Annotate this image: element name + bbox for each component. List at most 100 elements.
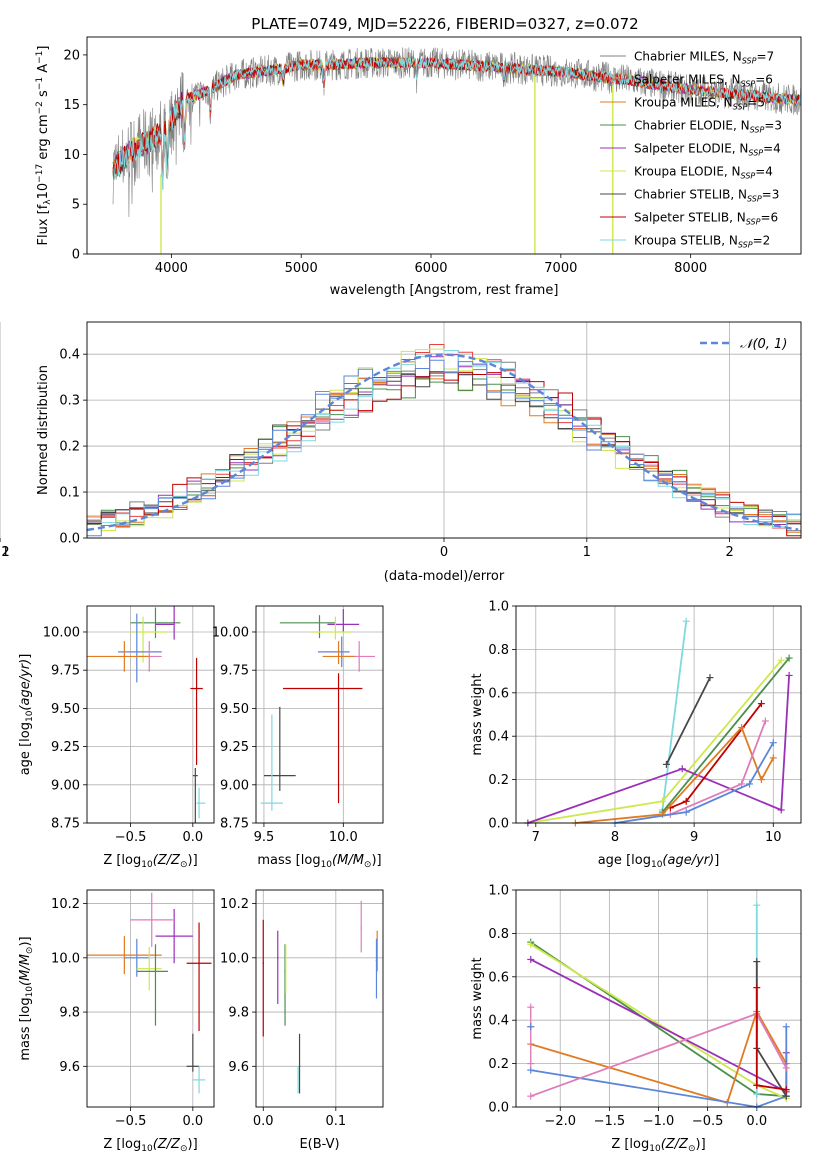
y-tick-label: 10: [63, 148, 80, 163]
x-tick-label: −1.0: [643, 1114, 675, 1129]
y-tick-label: 0.6: [488, 970, 509, 985]
normal-curve: [86, 353, 799, 532]
x-axis-label: E(B-V): [299, 1137, 339, 1152]
x-tick-label: 7000: [544, 261, 577, 276]
axes-frame: [255, 889, 384, 1108]
y-tick-label: 0.4: [59, 348, 80, 363]
mass-weight-vs-age-panel: 7 8 9 10 0.0 0.2 0.4 0.6 0.8 1.0 age [log10(age/yr…: [470, 600, 802, 870]
y-axis-label: age [log10(age/yr)]: [18, 654, 35, 776]
legend-label: Kroupa STELIB, NSSP=2: [634, 234, 770, 250]
axes-frame: [86, 889, 215, 1108]
x-tick-label: 0.0: [746, 1114, 767, 1129]
y-tick-label: 9.8: [228, 1006, 249, 1021]
legend-label: Salpeter STELIB, NSSP=6: [634, 211, 778, 227]
axes-frame: [86, 605, 215, 824]
x-tick-label: −0.5: [692, 1114, 724, 1129]
axes-frame: [515, 605, 802, 824]
spectrum-series-line: [112, 56, 801, 190]
y-tick-label: 15: [63, 98, 80, 113]
y-tick-label: 9.25: [220, 740, 249, 755]
figure-title: PLATE=0749, MJD=52226, FIBERID=0327, z=0…: [251, 15, 638, 33]
y-tick-label: 1.0: [488, 884, 509, 899]
y-tick-label: 8.75: [51, 817, 80, 832]
mass-weight-series-line: [614, 742, 775, 824]
y-tick-label: 0.8: [488, 927, 509, 942]
y-tick-label: 10.2: [51, 897, 80, 912]
spectrum-panel: 4000 5000 6000 7000 8000 0 5 10 15 20 Flux [fλ10−1…: [35, 36, 802, 298]
y-tick-label: 0.2: [488, 773, 509, 788]
mass-weight-series-line: [661, 657, 790, 813]
y-tick-label: 10.0: [220, 951, 249, 966]
spectrum-legend: Chabrier MILES, NSSP=7 Salpeter MILES, NS…: [600, 50, 782, 250]
x-tick-label: 0.0: [182, 1114, 203, 1129]
y-tick-label: 9.00: [51, 778, 80, 793]
y-tick-label: 0.0: [488, 817, 509, 832]
age-vs-mass-panel: 9.5 10.0 8.75 9.00 9.25 9.50 9.75 10.00 mass [lo…: [212, 605, 384, 870]
x-tick-label: 7: [532, 830, 540, 845]
mass-weight-series-line: [661, 621, 688, 811]
y-tick-label: 9.50: [51, 702, 80, 717]
mass-weight-series-line: [527, 659, 782, 824]
legend-label: Kroupa MILES, NSSP=5: [634, 96, 765, 112]
x-tick-label: 0.1: [325, 1114, 346, 1129]
y-tick-label: 8.75: [220, 817, 249, 832]
x-axis-label: Z [log10(Z/Z⊙)]: [103, 1137, 197, 1154]
x-tick-label: −1.5: [594, 1114, 626, 1129]
legend-label: Kroupa ELODIE, NSSP=4: [634, 165, 773, 181]
x-axis-label: wavelength [Angstrom, rest frame]: [330, 283, 559, 298]
x-tick-label: 4000: [155, 261, 188, 276]
residual-histogram-panel: −2−1 0 1 2 0.0 0.1 0.2 0.3 0.4 𝒩(0, 1) (data-model…: [0, 321, 802, 584]
y-tick-label: 0.3: [59, 394, 80, 409]
y-tick-label: 0.6: [488, 686, 509, 701]
mass-vs-metallicity-panel: −0.5 0.0 9.6 9.8 10.0 10.2 Z [log10(Z/Z⊙)] mass…: [18, 889, 215, 1154]
axes-frame: [515, 889, 802, 1108]
y-tick-label: 10.00: [43, 625, 80, 640]
mass-weight-series-line: [530, 1009, 788, 1104]
x-tick-label: −0.5: [115, 1114, 147, 1129]
histogram-step-series: [87, 348, 801, 531]
x-tick-label: 2: [725, 545, 733, 560]
x-tick-label: 1: [583, 545, 591, 560]
mass-weight-series-line: [527, 675, 790, 824]
x-tick-label: −1: [0, 545, 10, 560]
histogram-step-series: [87, 359, 801, 537]
y-tick-label: 0.8: [488, 643, 509, 658]
axes-frame: [255, 605, 384, 824]
x-axis-label: Z [log10(Z/Z⊙)]: [611, 1137, 705, 1154]
y-tick-label: 0.0: [488, 1101, 509, 1116]
x-tick-label: 10: [765, 830, 782, 845]
y-tick-label: 0.1: [59, 486, 80, 501]
x-axis-label: Z [log10(Z/Z⊙)]: [103, 853, 197, 870]
x-tick-label: 0.0: [182, 830, 203, 845]
y-tick-label: 0: [72, 248, 80, 263]
x-axis-label: age [log10(age/yr)]: [598, 853, 720, 870]
y-tick-label: 9.75: [51, 664, 80, 679]
y-tick-label: 0.4: [488, 730, 509, 745]
y-tick-label: 10.0: [51, 951, 80, 966]
legend-label: Chabrier ELODIE, NSSP=3: [634, 119, 782, 135]
axes-frame: [86, 321, 802, 539]
mass-weight-series-line: [755, 961, 788, 1097]
x-tick-label: 0.0: [253, 1114, 274, 1129]
y-tick-label: 9.25: [51, 740, 80, 755]
y-tick-label: 9.00: [220, 778, 249, 793]
mass-weight-series-line: [530, 1026, 788, 1108]
y-tick-label: 0.4: [488, 1014, 509, 1029]
x-tick-label: 6000: [414, 261, 447, 276]
y-tick-label: 9.50: [220, 702, 249, 717]
y-tick-label: 0.0: [59, 532, 80, 547]
x-tick-label: −0.5: [115, 830, 147, 845]
y-axis-label: mass weight: [470, 957, 485, 1039]
x-tick-label: 10.0: [329, 830, 358, 845]
axes-frame: [86, 36, 802, 255]
y-tick-label: 10.2: [220, 897, 249, 912]
x-tick-label: 8: [611, 830, 619, 845]
y-axis-label: Flux [fλ10−17 erg cm−2 s−1 A−1]: [35, 46, 53, 246]
y-tick-label: 20: [63, 48, 80, 63]
x-tick-label: 8000: [674, 261, 707, 276]
x-axis-label: mass [log10(M/M⊙)]: [257, 853, 381, 870]
y-tick-label: 10.00: [212, 625, 249, 640]
x-axis-label: (data-model)/error: [384, 569, 505, 584]
x-tick-label: 9: [690, 830, 698, 845]
